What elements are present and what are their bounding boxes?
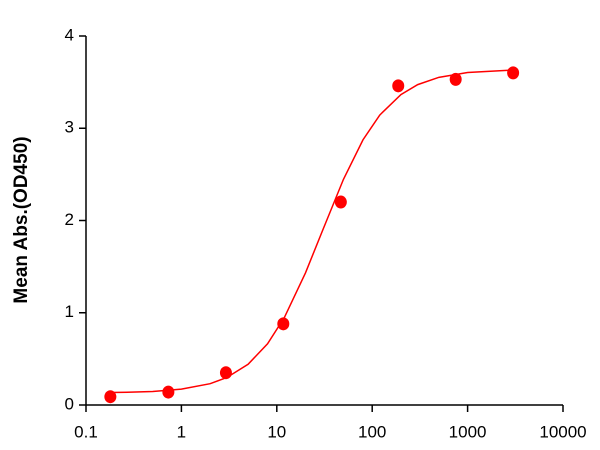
- x-tick-label: 10: [267, 422, 286, 441]
- data-point: [162, 385, 175, 399]
- x-tick-label: 1: [177, 422, 186, 441]
- y-tick-label: 3: [65, 118, 74, 137]
- data-point: [219, 366, 232, 380]
- data-point: [334, 195, 347, 209]
- y-tick-label: 0: [65, 394, 74, 413]
- x-tick-label: 1000: [449, 422, 487, 441]
- data-point: [507, 66, 520, 80]
- data-point: [277, 317, 290, 331]
- x-tick-label: 0.1: [74, 422, 98, 441]
- data-point: [392, 79, 405, 93]
- x-tick-label: 10000: [539, 422, 586, 441]
- y-tick-label: 1: [65, 302, 74, 321]
- y-tick-label: 2: [65, 210, 74, 229]
- x-tick-label: 100: [358, 422, 386, 441]
- data-point: [104, 390, 117, 404]
- data-point: [449, 72, 462, 86]
- y-axis-label: Mean Abs.(OD450): [11, 136, 32, 303]
- fit-curve: [110, 69, 514, 394]
- y-tick-label: 4: [65, 25, 74, 44]
